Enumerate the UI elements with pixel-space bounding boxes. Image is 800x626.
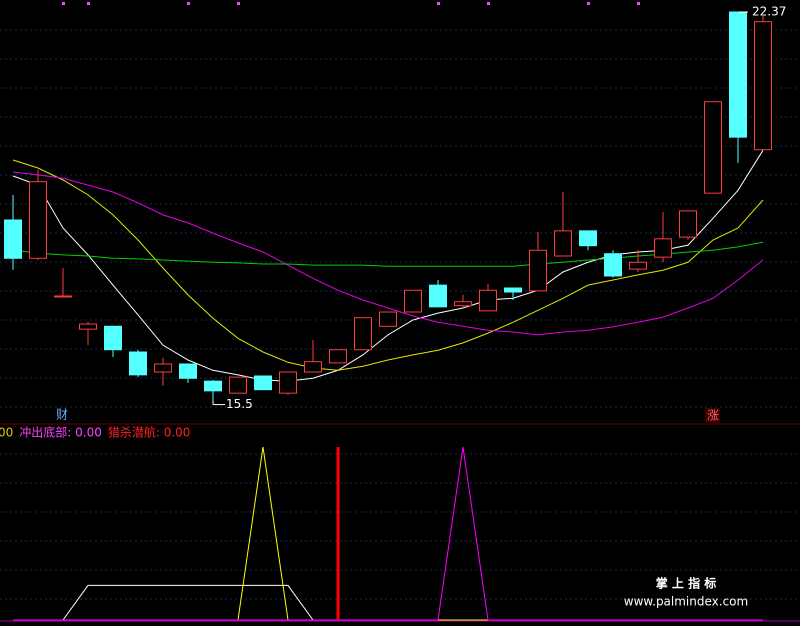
watermark-url: www.palmindex.com [624,595,748,609]
candle-body [604,253,622,277]
candle-body [579,230,597,247]
dot [87,2,90,5]
high-label: 22.37 [752,5,786,19]
candle-body [654,238,672,258]
candle-body [29,181,47,259]
candle-body [254,375,272,391]
line-series [12,159,764,371]
candle-body [304,361,322,373]
candle-body [554,230,572,257]
dot [237,2,240,5]
dot [187,2,190,5]
legend-entry: 猎杀潜航: 0.00 [108,425,191,440]
dot [637,2,640,5]
candle-body [404,289,422,313]
indicator-bar [336,447,340,620]
candle-body [129,351,147,376]
candle-body [329,349,347,364]
dot [487,2,490,5]
candle-body [479,289,497,312]
candle-body [379,311,397,327]
candle-body [454,301,472,307]
dot [437,2,440,5]
candle-body [154,363,172,373]
candle-body [204,380,222,392]
candle-body [4,219,22,259]
annotation: 涨 [707,408,719,423]
candle-body [729,11,747,138]
line-series [12,171,764,336]
top-dots [62,2,640,5]
annotation: 财 [56,408,68,422]
candle-body [754,21,772,151]
watermark-title: 掌 上 指 标 [656,576,717,591]
candle-body [54,295,72,298]
candle-body [79,323,97,330]
dot [62,2,65,5]
candle-body [679,210,697,238]
candle-body [279,371,297,394]
candle-body [504,287,522,293]
candle-body [179,363,197,379]
legend-entry: 冲出底部: 0.00 [19,425,102,440]
candle-body [354,317,372,351]
line-series [13,446,763,621]
candle-body [704,101,722,194]
candle-body [104,325,122,351]
candle-body [529,249,547,292]
annotation-box [705,408,720,423]
candle-body [229,376,247,394]
candle-body [429,284,447,308]
dot [587,2,590,5]
legend-entry: 00 [0,426,13,440]
candle-body [629,261,647,270]
low-label: 15.5 [226,397,253,411]
